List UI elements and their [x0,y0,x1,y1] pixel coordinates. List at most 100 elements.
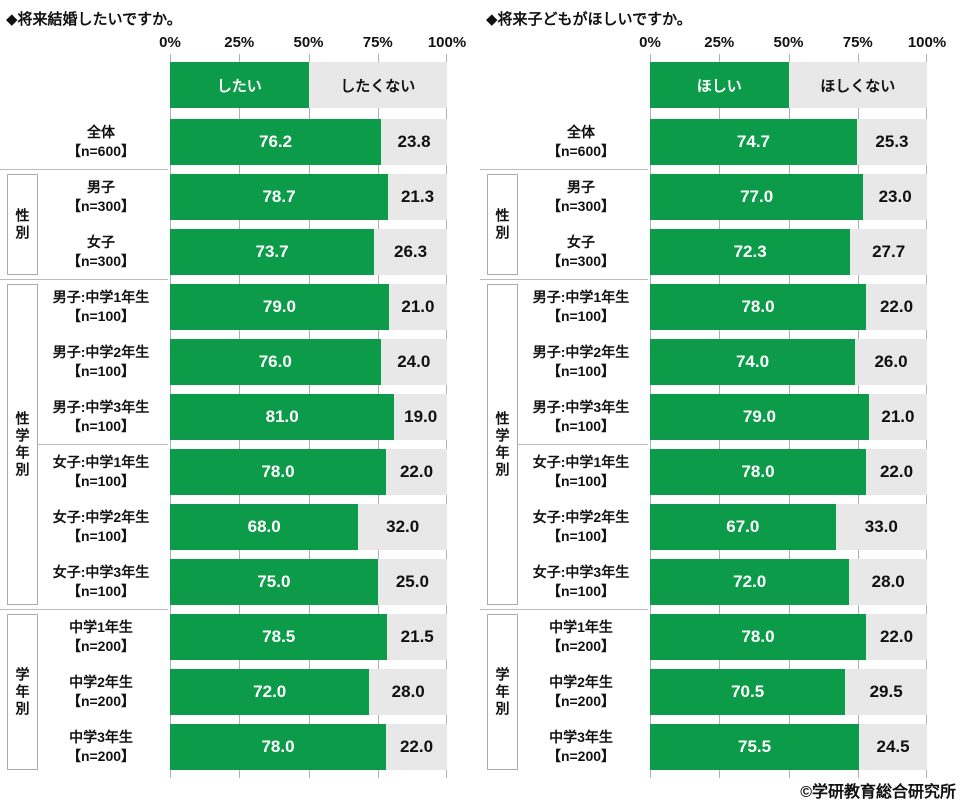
chart-title: ◆将来子どもがほしいですか。 [486,11,692,28]
group-box: 性学年別 [7,284,38,605]
bar-row: 79.0 21.0 [170,284,447,330]
bar-segment-no: 21.0 [388,284,447,330]
bar-segment-yes: 74.0 [650,339,855,385]
row-label-name: 中学3年生 [549,729,613,745]
bar-row: 74.0 26.0 [650,339,927,385]
bar-row: 74.7 25.3 [650,119,927,165]
bar-value-yes: 78.0 [261,462,295,481]
bar-row: 78.7 21.3 [170,174,447,220]
row-label: 男子 【n=300】 [36,174,166,220]
bar-value-yes: 74.7 [736,132,770,151]
row-label-name: 全体 [567,124,595,140]
row-label-name: 中学2年生 [549,674,613,690]
bar-segment-no: 26.3 [374,229,447,275]
row-label-n: 【n=100】 [66,308,136,324]
bar-segment-no: 22.0 [866,449,927,495]
row-label-n: 【n=100】 [546,363,616,379]
row-label-n: 【n=300】 [66,253,136,269]
bar-segment-yes: 68.0 [170,504,359,550]
bar-row: 73.7 26.3 [170,229,447,275]
bar-segment-no: 19.0 [394,394,447,440]
group-label: 学年別 [494,666,511,718]
row-label-name: 女子:中学2年生 [52,509,150,525]
bar-segment-yes: 78.5 [170,614,388,660]
bar-value-yes: 67.0 [726,517,760,536]
legend-item-no: したくない [308,62,447,108]
bar-segment-no: 22.0 [866,284,927,330]
bar-value-no: 21.3 [400,187,435,206]
bar-row: 78.5 21.5 [170,614,447,660]
bar-value-no: 19.0 [404,407,438,426]
bar-value-yes: 72.3 [733,242,767,261]
chart-marriage-intent: ◆将来結婚したいですか。 0% 25% 50% 75% 100% したい したくない 全体 【n=… [0,11,466,778]
bar-segment-yes: 78.7 [170,174,388,220]
row-label: 女子:中学2年生 【n=100】 [516,504,646,550]
bar-segment-yes: 78.0 [650,614,867,660]
row-label-name: 男子:中学2年生 [532,344,630,360]
axis-tick-label: 75% [362,34,393,51]
bar-segment-no: 22.0 [866,614,927,660]
row-label-n: 【n=200】 [66,638,136,654]
bar-segment-no: 21.3 [387,174,447,220]
row-label-name: 男子:中学3年生 [52,399,150,415]
row-label-name: 中学3年生 [69,729,133,745]
bar-value-no: 32.0 [386,517,420,536]
bar-segment-yes: 79.0 [170,284,389,330]
row-label: 男子:中学3年生 【n=100】 [36,394,166,440]
row-label-name: 女子:中学2年生 [532,509,630,525]
bar-segment-no: 26.0 [854,339,927,385]
row-label-name: 中学1年生 [69,619,133,635]
row-label: 女子:中学1年生 【n=100】 [516,449,646,495]
bar-row: 78.0 22.0 [650,284,927,330]
bar-value-no: 25.3 [875,132,909,151]
bar-value-yes: 78.7 [262,187,296,206]
chart-title: ◆将来結婚したいですか。 [6,11,182,28]
bar-row: 75.5 24.5 [650,724,927,770]
bar-segment-no: 25.0 [377,559,447,605]
bar-segment-no: 28.0 [369,669,447,715]
row-label: 女子 【n=300】 [516,229,646,275]
bar-segment-yes: 75.0 [170,559,378,605]
bar-value-no: 21.5 [400,627,434,646]
row-label-n: 【n=200】 [66,748,136,764]
bar-segment-no: 21.5 [387,614,447,660]
row-label-name: 男子:中学1年生 [532,289,630,305]
bar-value-yes: 76.0 [258,352,292,371]
row-label-name: 全体 [87,124,115,140]
bar-segment-yes: 73.7 [170,229,375,275]
group-divider [480,279,648,280]
bar-value-no: 22.0 [879,627,914,646]
bar-segment-no: 28.0 [849,559,927,605]
row-label: 中学1年生 【n=200】 [516,614,646,660]
row-label-n: 【n=100】 [66,528,136,544]
legend-item-no: ほしくない [788,62,927,108]
bar-row: 79.0 21.0 [650,394,927,440]
axis-tick-label: 100% [907,34,947,51]
bar-row: 77.0 23.0 [650,174,927,220]
bar-value-yes: 78.5 [262,627,296,646]
row-label-n: 【n=200】 [66,693,136,709]
bar-value-yes: 75.5 [738,737,772,756]
row-label-n: 【n=100】 [546,473,616,489]
group-label: 性別 [14,207,31,242]
row-label-name: 男子:中学3年生 [532,399,630,415]
bar-value-no: 23.0 [878,187,912,206]
row-label-n: 【n=200】 [546,638,616,654]
bar-segment-yes: 72.3 [650,229,851,275]
row-label: 男子:中学1年生 【n=100】 [36,284,166,330]
bar-value-no: 28.0 [871,572,905,591]
bar-segment-no: 22.0 [386,724,447,770]
bar-value-no: 24.0 [397,352,431,371]
bar-segment-yes: 78.0 [650,449,867,495]
bar-segment-no: 32.0 [358,504,447,550]
row-label-name: 男子 [567,179,595,195]
bar-value-yes: 78.0 [741,462,775,481]
row-label: 女子:中学3年生 【n=100】 [516,559,646,605]
bar-segment-yes: 78.0 [170,724,387,770]
row-label: 男子:中学1年生 【n=100】 [516,284,646,330]
axis-tick-label: 0% [639,34,661,51]
bar-segment-yes: 67.0 [650,504,836,550]
axis-tick-label: 25% [224,34,255,51]
bar-value-yes: 78.0 [741,627,775,646]
